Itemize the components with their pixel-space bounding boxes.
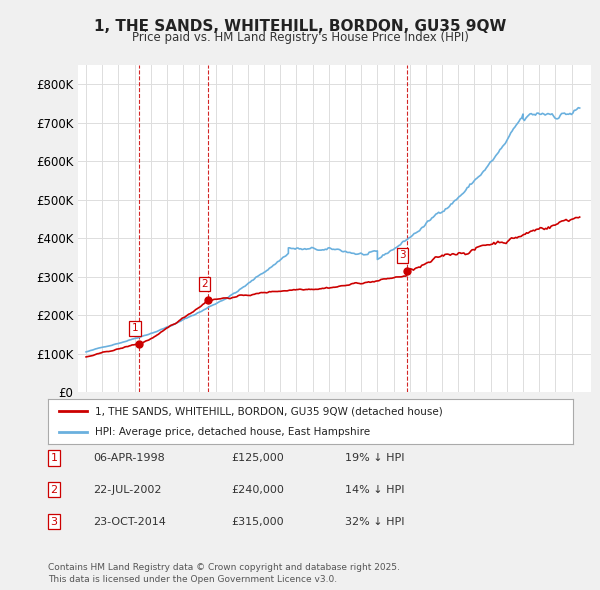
Text: 32% ↓ HPI: 32% ↓ HPI <box>345 517 404 526</box>
Text: 23-OCT-2014: 23-OCT-2014 <box>93 517 166 526</box>
Text: 22-JUL-2002: 22-JUL-2002 <box>93 485 161 494</box>
Text: £315,000: £315,000 <box>231 517 284 526</box>
Text: 06-APR-1998: 06-APR-1998 <box>93 453 165 463</box>
Text: 14% ↓ HPI: 14% ↓ HPI <box>345 485 404 494</box>
Text: 2: 2 <box>50 485 58 494</box>
Text: 1: 1 <box>50 453 58 463</box>
Text: £125,000: £125,000 <box>231 453 284 463</box>
Text: HPI: Average price, detached house, East Hampshire: HPI: Average price, detached house, East… <box>95 427 370 437</box>
Text: 1: 1 <box>131 323 138 333</box>
Text: 3: 3 <box>400 250 406 260</box>
Text: 3: 3 <box>50 517 58 526</box>
Text: 1, THE SANDS, WHITEHILL, BORDON, GU35 9QW: 1, THE SANDS, WHITEHILL, BORDON, GU35 9Q… <box>94 19 506 34</box>
Text: 19% ↓ HPI: 19% ↓ HPI <box>345 453 404 463</box>
Text: Contains HM Land Registry data © Crown copyright and database right 2025.
This d: Contains HM Land Registry data © Crown c… <box>48 563 400 584</box>
Text: £240,000: £240,000 <box>231 485 284 494</box>
Text: Price paid vs. HM Land Registry's House Price Index (HPI): Price paid vs. HM Land Registry's House … <box>131 31 469 44</box>
Text: 2: 2 <box>201 279 208 289</box>
Text: 1, THE SANDS, WHITEHILL, BORDON, GU35 9QW (detached house): 1, THE SANDS, WHITEHILL, BORDON, GU35 9Q… <box>95 407 443 417</box>
